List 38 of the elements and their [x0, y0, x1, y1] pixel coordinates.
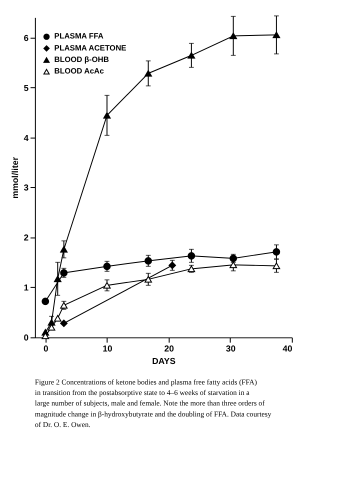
- point: [272, 32, 280, 38]
- y-tick-label: 3: [24, 182, 29, 193]
- point: [103, 262, 111, 270]
- y-tick-label: 6: [24, 32, 29, 43]
- x-axis-title: DAYS: [152, 356, 176, 366]
- point: [188, 52, 196, 59]
- point: [60, 320, 68, 328]
- y-tick-label: 4: [24, 132, 29, 143]
- point: [188, 252, 196, 260]
- point: [272, 248, 280, 256]
- x-tick-label: 40: [282, 343, 292, 354]
- point: [168, 262, 176, 270]
- y-axis-title: mmol/liter: [10, 156, 20, 199]
- legend-label: BLOOD β-OHB: [54, 54, 110, 64]
- legend-label: BLOOD AcAc: [54, 66, 105, 76]
- x-tick-label: 0: [43, 343, 48, 354]
- x-tick-label: 30: [226, 343, 236, 354]
- y-tick-label: 0: [24, 332, 29, 343]
- point: [230, 262, 238, 268]
- legend-label: PLASMA FFA: [54, 32, 104, 41]
- y-tick-label: 1: [24, 282, 29, 293]
- point: [103, 282, 111, 289]
- point: [54, 276, 62, 282]
- y-tick-label: 2: [24, 232, 29, 243]
- point: [48, 319, 56, 326]
- point: [103, 112, 111, 119]
- point: [144, 276, 152, 283]
- point: [54, 315, 62, 322]
- y-tick-label: 5: [24, 82, 29, 93]
- point: [144, 70, 152, 77]
- point: [144, 257, 152, 265]
- point: [42, 298, 50, 306]
- x-tick-label: 20: [164, 343, 174, 354]
- point: [272, 262, 280, 270]
- x-tick-label: 10: [102, 343, 112, 354]
- point: [60, 246, 68, 253]
- legend-label: PLASMA ACETONE: [54, 43, 126, 52]
- point: [230, 32, 238, 40]
